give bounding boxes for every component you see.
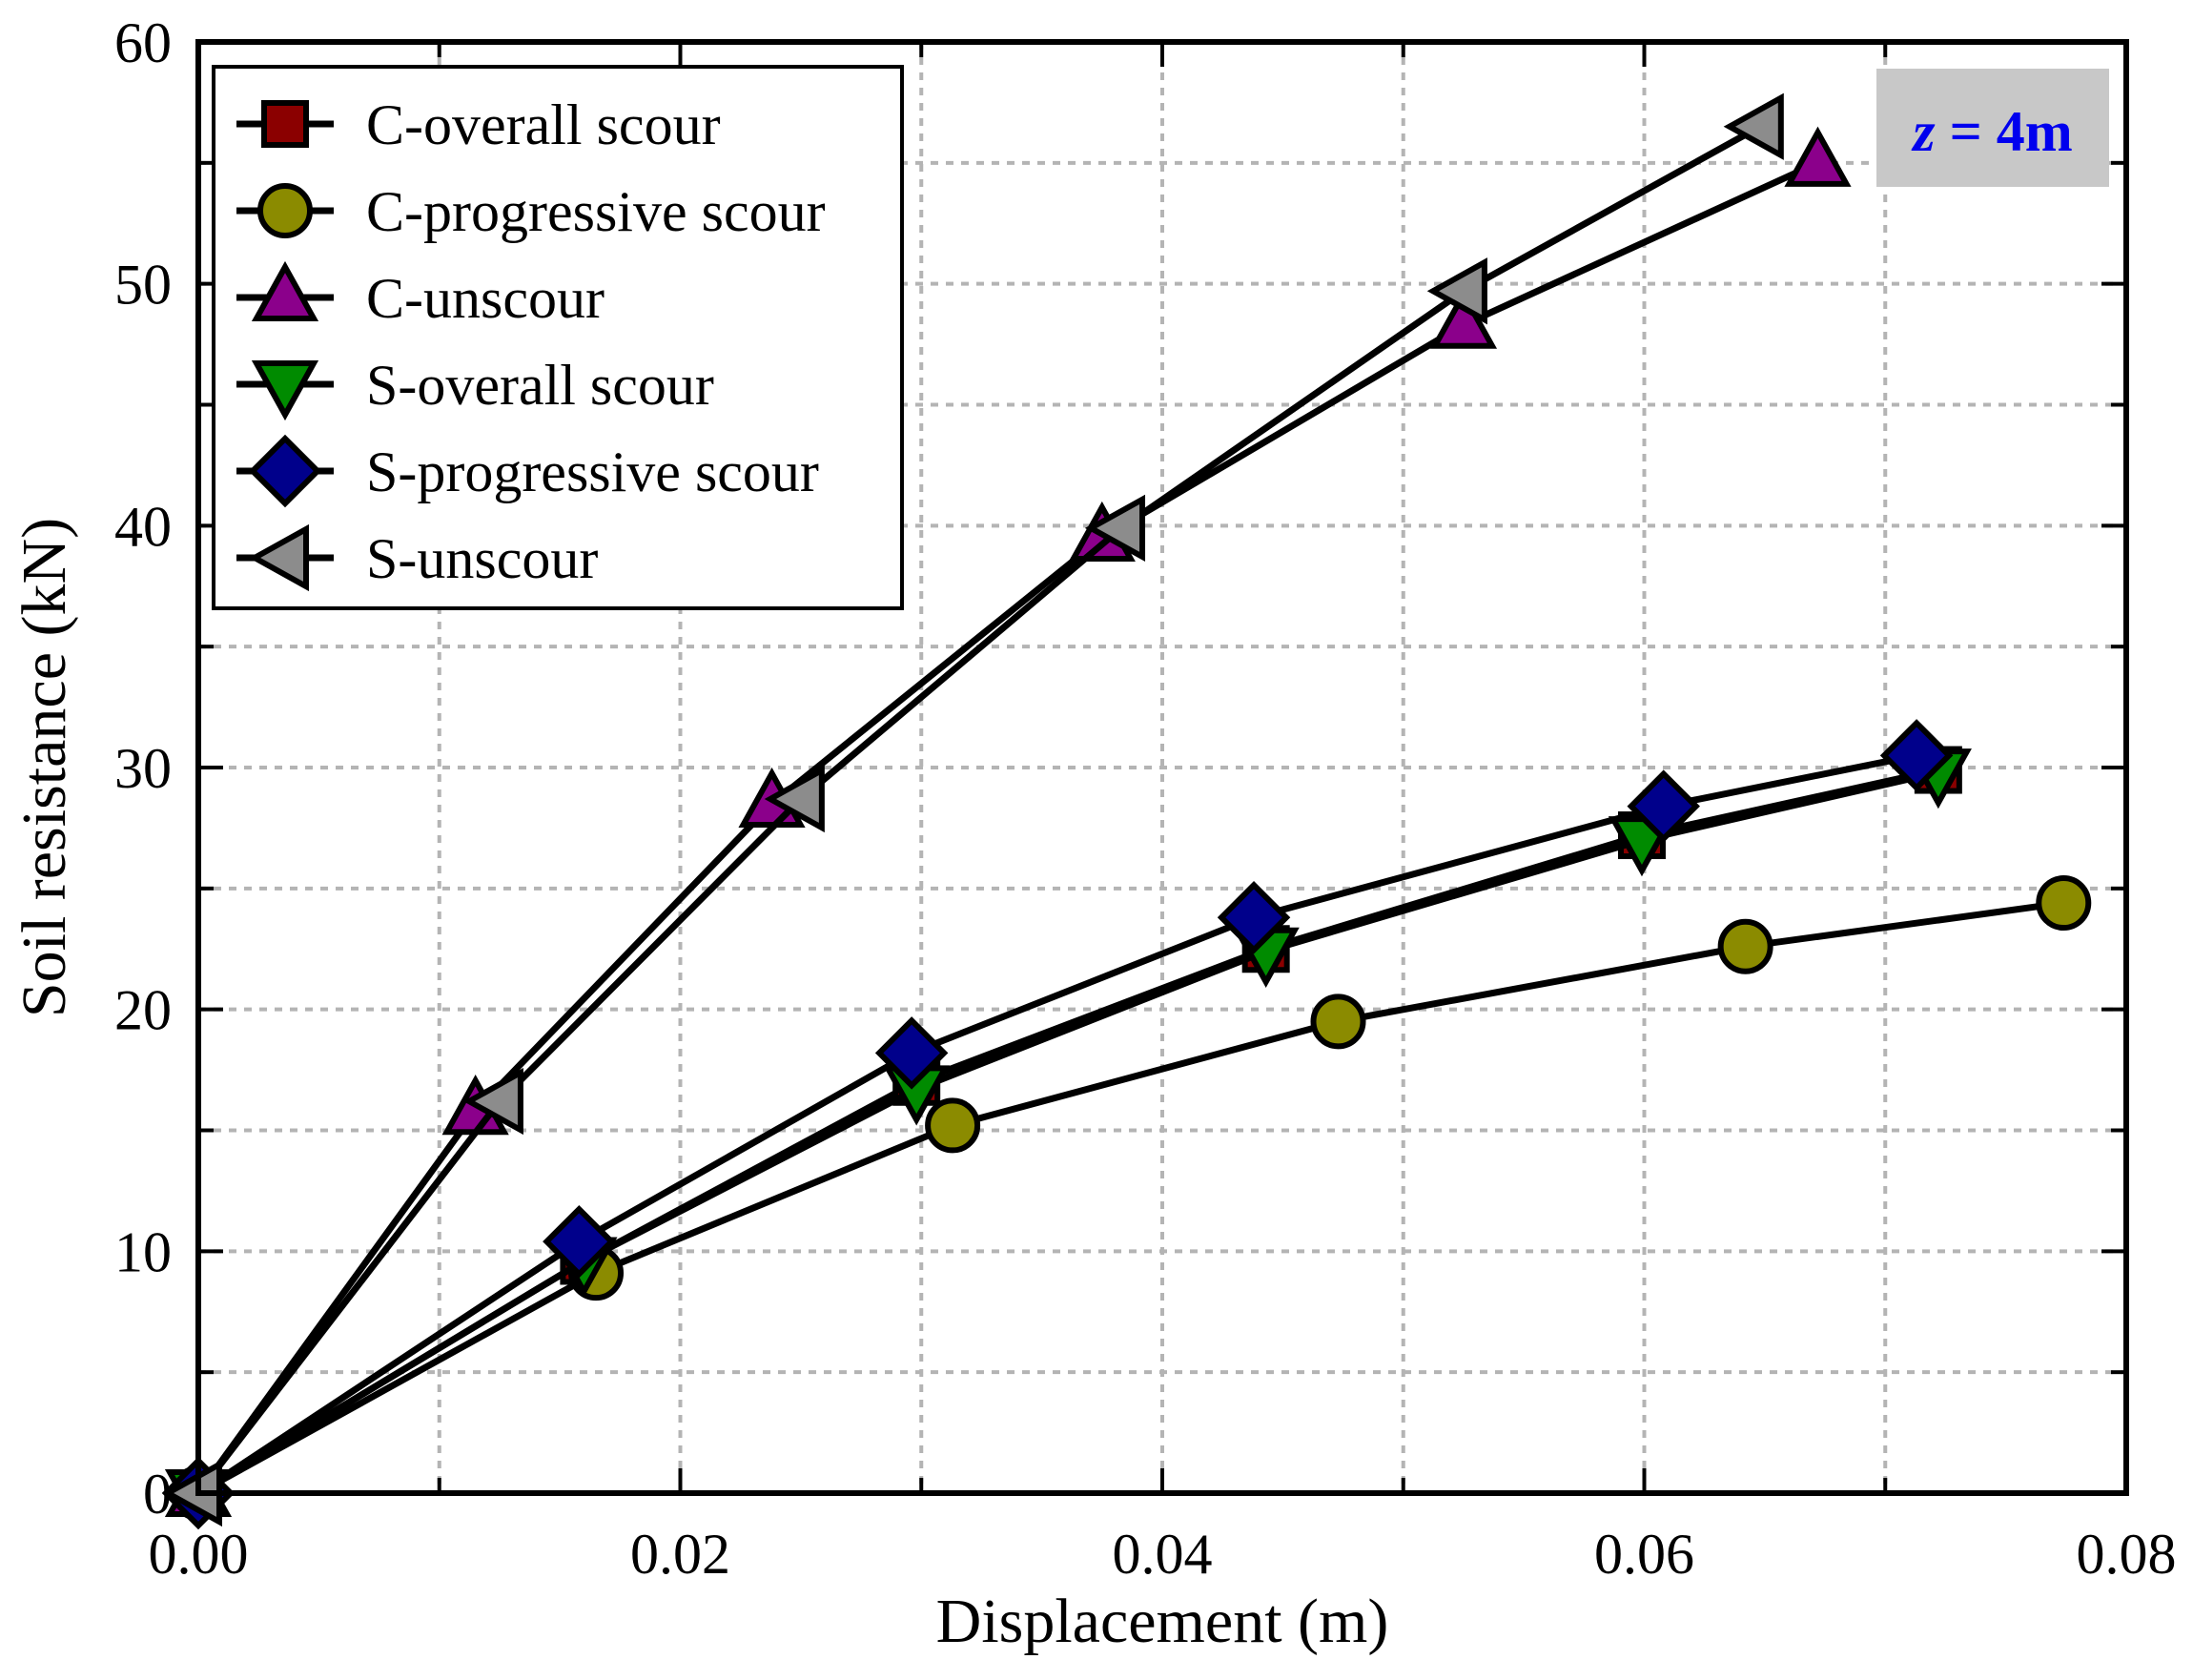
legend-label: C-progressive scour	[366, 180, 826, 243]
legend-marker	[248, 434, 322, 508]
data-point	[1723, 92, 1784, 160]
y-tick-label: 40	[114, 495, 172, 558]
data-point	[1717, 918, 1773, 974]
series-line	[195, 123, 1762, 1496]
legend-label: S-unscour	[366, 527, 598, 590]
legend-entry: C-unscour	[236, 260, 605, 330]
data-point	[764, 765, 825, 833]
legend: C-overall scour C-progressive scour C-unsc…	[212, 65, 904, 610]
data-point	[462, 1067, 523, 1136]
legend-entry: S-overall scour	[236, 354, 714, 421]
annotation-value: = 4m	[1936, 100, 2073, 163]
y-axis-label: Soil resistance (kN)	[10, 518, 79, 1017]
legend-marker	[261, 100, 309, 148]
legend-label: S-overall scour	[366, 354, 714, 417]
legend-marker	[257, 183, 313, 238]
annotation-variable: z	[1911, 100, 1936, 163]
data-point	[1429, 288, 1498, 349]
data-point	[1426, 257, 1487, 325]
series-layer	[161, 92, 2092, 1530]
legend-entry: C-progressive scour	[236, 180, 826, 243]
series-line	[196, 899, 2064, 1497]
x-tick-label: 0.08	[2077, 1523, 2177, 1586]
x-tick-label: 0.00	[149, 1523, 249, 1586]
y-tick-label: 20	[114, 979, 172, 1042]
legend-entry: C-overall scour	[236, 93, 721, 156]
x-tick-label: 0.02	[630, 1523, 730, 1586]
y-tick-label: 10	[114, 1220, 172, 1283]
y-tick-label: 50	[114, 254, 172, 317]
data-point	[925, 1097, 981, 1154]
data-point	[1627, 769, 1700, 843]
legend-marker	[251, 260, 319, 321]
y-tick-label: 0	[143, 1463, 172, 1526]
legend-entry: S-unscour	[236, 523, 598, 592]
y-tick-label: 60	[114, 11, 172, 74]
series-c-progressive-scour	[171, 875, 2092, 1521]
y-tick-label: 30	[114, 737, 172, 800]
depth-annotation: z = 4m	[1876, 69, 2109, 187]
data-point	[1784, 126, 1852, 187]
data-point	[2036, 875, 2092, 932]
data-point	[1879, 719, 1954, 792]
axis-ticks: 0.00 0.02 0.04 0.06 0.08 0 10 20 30 40 50 60	[114, 11, 2177, 1586]
annotation-background	[1876, 69, 2109, 187]
legend-marker	[251, 360, 319, 421]
series-line	[196, 768, 1939, 1496]
data-point	[1084, 494, 1146, 562]
x-tick-label: 0.06	[1594, 1523, 1694, 1586]
series-s-unscour	[161, 92, 1784, 1527]
legend-label: S-progressive scour	[366, 440, 819, 503]
legend-label: C-unscour	[366, 267, 605, 330]
series-s-progressive-scour	[161, 719, 1954, 1530]
series-line	[196, 751, 1917, 1496]
data-point	[874, 1016, 949, 1090]
data-point	[1217, 881, 1291, 954]
legend-marker	[248, 523, 309, 592]
data-point	[543, 1204, 616, 1279]
x-tick-label: 0.04	[1113, 1523, 1213, 1586]
legend-label: C-overall scour	[366, 93, 721, 156]
data-point	[1310, 994, 1366, 1050]
legend-entry: S-progressive scour	[236, 434, 819, 508]
series-line	[195, 159, 1819, 1496]
annotation-text: z = 4m	[1911, 100, 2073, 163]
x-axis-label: Displacement (m)	[936, 1587, 1389, 1656]
legend-box	[212, 65, 904, 610]
